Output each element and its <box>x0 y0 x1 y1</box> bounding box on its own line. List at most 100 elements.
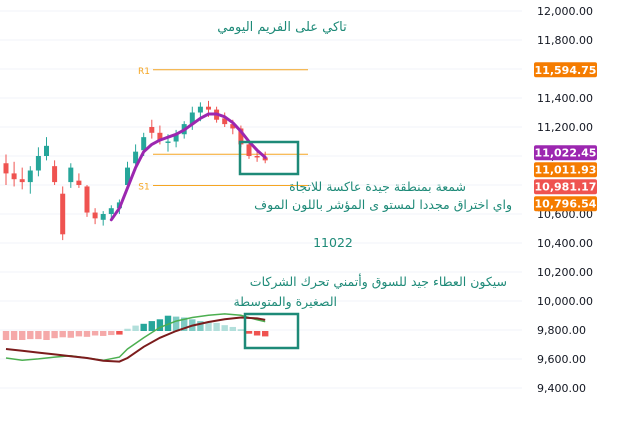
candle-body <box>206 106 211 110</box>
histogram-bar <box>108 331 115 336</box>
price-tag-bg <box>534 145 597 161</box>
histogram-bar <box>19 331 26 340</box>
candle <box>11 161 17 187</box>
candle-body <box>222 118 228 125</box>
price-axis[interactable]: 12,000.0011,800.0011,600.0011,400.0011,2… <box>537 5 593 395</box>
price-tag-bg <box>534 62 597 78</box>
y-tick-label: 11,200.00 <box>537 121 593 134</box>
candle-body <box>238 128 244 145</box>
histogram-bar <box>237 329 245 331</box>
price-tag-label: 10,796.54 <box>535 198 597 211</box>
candle-body <box>197 106 203 113</box>
candle-body <box>254 156 260 158</box>
candle-body <box>108 208 114 214</box>
price-tag: 11,022.45 <box>534 145 597 161</box>
histogram-bar <box>205 322 212 331</box>
candle <box>246 141 252 159</box>
y-tick-label: 10,400.00 <box>537 237 593 250</box>
price-tag: 10,796.54 <box>534 196 597 212</box>
momentum-annotation-line2: الصغيرة والمتوسطة <box>233 294 337 310</box>
y-tick-label: 10,200.00 <box>537 266 593 279</box>
histogram-bar <box>132 325 139 331</box>
histogram-bar <box>10 331 18 340</box>
candle-body <box>35 156 41 171</box>
price-tag-label: 11,022.45 <box>535 147 597 160</box>
candle-body <box>149 127 155 133</box>
histogram-bar <box>91 331 99 336</box>
candle <box>76 173 82 188</box>
candlestick-series <box>3 100 268 241</box>
histogram-bar <box>213 322 220 331</box>
histogram-bar <box>164 315 172 331</box>
histogram-bar <box>229 326 236 331</box>
price-tag: 11,594.75 <box>534 62 597 78</box>
y-tick-label: 10,600.00 <box>537 208 593 221</box>
candle-body <box>52 166 58 183</box>
y-tick-label: 11,400.00 <box>537 92 593 105</box>
candle-body <box>19 179 25 183</box>
y-tick-label: 11,800.00 <box>537 34 593 47</box>
histogram-bar <box>59 331 66 338</box>
candle <box>19 167 25 190</box>
candle-body <box>165 141 171 143</box>
price-tag-bg <box>534 196 597 212</box>
histogram-bar <box>140 323 147 331</box>
histogram-bar <box>67 331 74 338</box>
histogram-bar <box>156 319 164 331</box>
price-tag-label: 10,981.17 <box>535 181 597 194</box>
price-tag-bg <box>534 162 597 178</box>
histogram-bar <box>172 316 180 331</box>
candle <box>100 211 106 226</box>
candle-body <box>11 173 17 180</box>
candle-body <box>68 167 74 183</box>
candle <box>125 161 130 188</box>
candle-body <box>230 124 236 129</box>
pivot-levels: R1 S1 <box>138 67 308 193</box>
reversal-candle-box <box>238 140 300 176</box>
candle-body <box>60 193 66 235</box>
reversal-annotation: شمعة بمنطقة جيدة عاكسة للاتجاة <box>289 179 466 194</box>
candle-body <box>141 137 147 151</box>
candle <box>149 119 155 139</box>
histogram-bar <box>35 331 42 340</box>
candle-body <box>44 145 49 156</box>
price-tag: 11,011.93 <box>534 162 597 178</box>
histogram-bar <box>83 331 91 337</box>
horizontal-grid <box>0 10 522 389</box>
histogram-bar <box>262 331 269 337</box>
pivot-label: S1 <box>138 183 149 193</box>
candle <box>84 185 90 217</box>
candle-body <box>3 163 9 174</box>
breakout-annotation: واي اختراق مجددا لمستو ى المؤشر باللون ا… <box>254 197 512 213</box>
candle-body <box>125 167 130 185</box>
histogram-bar <box>27 331 34 340</box>
price-tag-label: 11,594.75 <box>535 64 597 77</box>
oscillator-panel <box>2 313 269 363</box>
histogram-bar <box>245 331 253 334</box>
price-tags: 11,594.75 11,022.45 11,011.93 10,981.17 10,7… <box>534 62 597 212</box>
level-annotation: 11022 <box>313 235 353 250</box>
candle <box>44 137 49 161</box>
oscillator-fast-line <box>5 313 266 362</box>
price-tag-label: 11,011.93 <box>535 164 597 177</box>
oscillator-slow-line <box>5 316 266 363</box>
candle-body <box>92 212 98 219</box>
histogram-bar <box>148 321 155 331</box>
candle-body <box>173 134 179 142</box>
histogram-bar <box>221 325 228 331</box>
candle <box>35 147 41 177</box>
candle <box>222 112 228 127</box>
candle <box>92 208 98 225</box>
candle <box>27 166 33 194</box>
candle <box>60 186 66 241</box>
histogram-bar <box>43 331 50 340</box>
candle-body <box>189 112 195 125</box>
y-tick-label: 9,400.00 <box>537 382 586 395</box>
histogram-bar <box>124 328 131 331</box>
y-tick-label: 9,800.00 <box>537 324 586 337</box>
candle <box>3 154 9 185</box>
histogram-bar <box>100 331 107 336</box>
histogram-bar <box>181 317 188 331</box>
histogram-bar <box>197 321 204 331</box>
